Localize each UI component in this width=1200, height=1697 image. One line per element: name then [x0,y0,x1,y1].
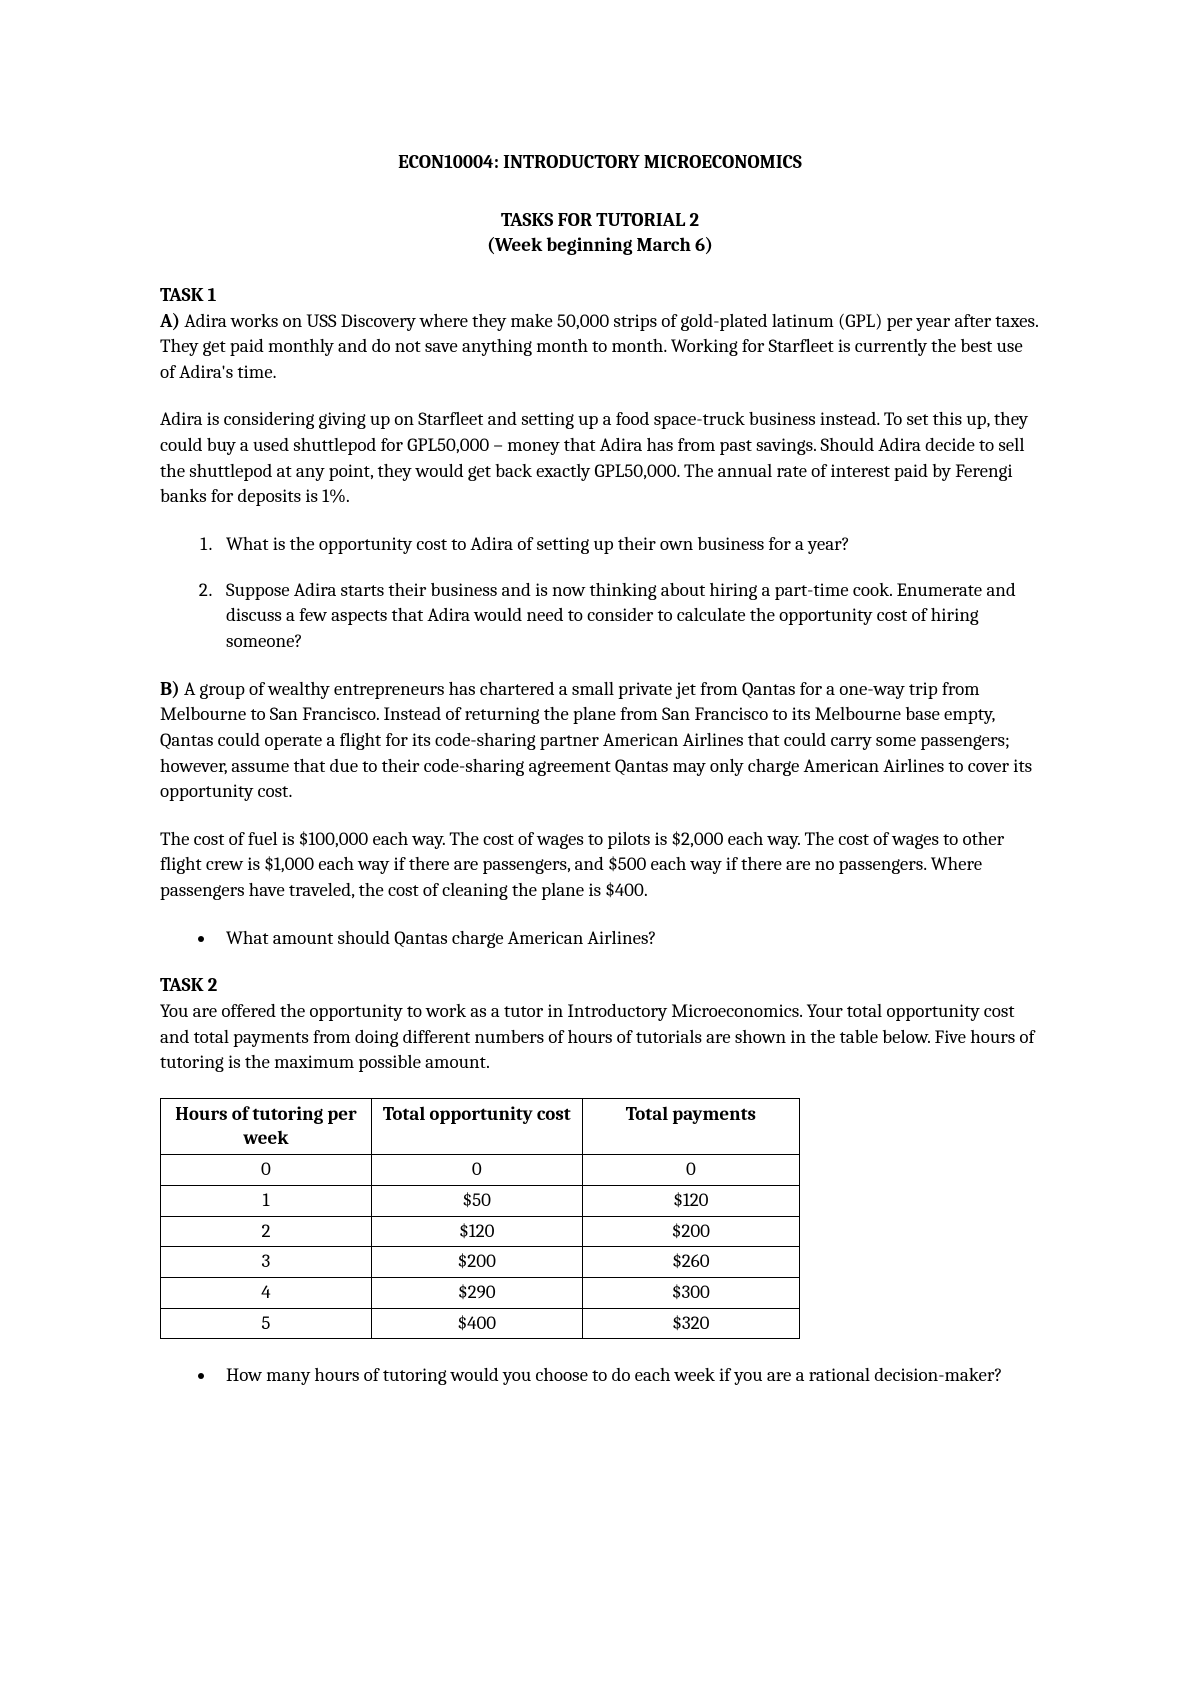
subtitle-line-2: (Week beginning March 6) [160,233,1040,259]
subtitle-line-1: TASKS FOR TUTORIAL 2 [160,208,1040,234]
table-cell: $50 [371,1186,582,1217]
table-row: 3$200$260 [161,1247,800,1278]
col-header-hours: Hours of tutoring per week [161,1098,372,1155]
task-1-section: TASK 1 A) Adira works on USS Discovery w… [160,283,1040,951]
task-1b-bullets: What amount should Qantas charge America… [160,926,1040,952]
task-1a-para-1: A) Adira works on USS Discovery where th… [160,309,1040,386]
task-2-bullets: How many hours of tutoring would you cho… [160,1363,1040,1389]
table-cell: $290 [371,1278,582,1309]
table-row: 4$290$300 [161,1278,800,1309]
table-cell: $400 [371,1308,582,1339]
table-row: 5$400$320 [161,1308,800,1339]
task-2-intro: You are offered the opportunity to work … [160,999,1040,1076]
task-2-section: TASK 2 You are offered the opportunity t… [160,973,1040,1389]
table-header-row: Hours of tutoring per week Total opportu… [161,1098,800,1155]
task-1b-para-2: The cost of fuel is $100,000 each way. T… [160,827,1040,904]
table-row: 000 [161,1155,800,1186]
table-cell: 3 [161,1247,372,1278]
task-1b-label: B) [160,678,184,700]
task-1-heading: TASK 1 [160,283,1040,309]
task-1b-text-1: A group of wealthy entrepreneurs has cha… [160,678,1032,803]
table-cell: 1 [161,1186,372,1217]
table-cell: 2 [161,1216,372,1247]
table-cell: $200 [371,1247,582,1278]
task-1a-q1: What is the opportunity cost to Adira of… [216,532,1040,558]
task-1b-para-1: B) A group of wealthy entrepreneurs has … [160,677,1040,805]
task-2-bullet-1: How many hours of tutoring would you cho… [216,1363,1040,1389]
table-cell: 0 [371,1155,582,1186]
tutorial-subtitle: TASKS FOR TUTORIAL 2 (Week beginning Mar… [160,208,1040,259]
table-cell: $300 [582,1278,799,1309]
task-2-heading: TASK 2 [160,973,1040,999]
table-row: 1$50$120 [161,1186,800,1217]
task-1a-para-2: Adira is considering giving up on Starfl… [160,407,1040,510]
table-cell: 0 [582,1155,799,1186]
tutoring-table: Hours of tutoring per week Total opportu… [160,1098,800,1339]
task-1b-bullet-1: What amount should Qantas charge America… [216,926,1040,952]
table-cell: $120 [371,1216,582,1247]
col-header-payments: Total payments [582,1098,799,1155]
table-cell: 0 [161,1155,372,1186]
col-header-opp-cost: Total opportunity cost [371,1098,582,1155]
table-row: 2$120$200 [161,1216,800,1247]
table-body: 0001$50$1202$120$2003$200$2604$290$3005$… [161,1155,800,1339]
table-cell: $320 [582,1308,799,1339]
task-1a-q2: Suppose Adira starts their business and … [216,578,1040,655]
table-cell: $120 [582,1186,799,1217]
table-cell: 4 [161,1278,372,1309]
task-1a-text-1: Adira works on USS Discovery where they … [160,310,1038,383]
task-1a-label: A) [160,310,184,332]
task-1a-questions: What is the opportunity cost to Adira of… [160,532,1040,655]
table-cell: $260 [582,1247,799,1278]
table-cell: 5 [161,1308,372,1339]
table-cell: $200 [582,1216,799,1247]
course-title: ECON10004: INTRODUCTORY MICROECONOMICS [160,150,1040,176]
